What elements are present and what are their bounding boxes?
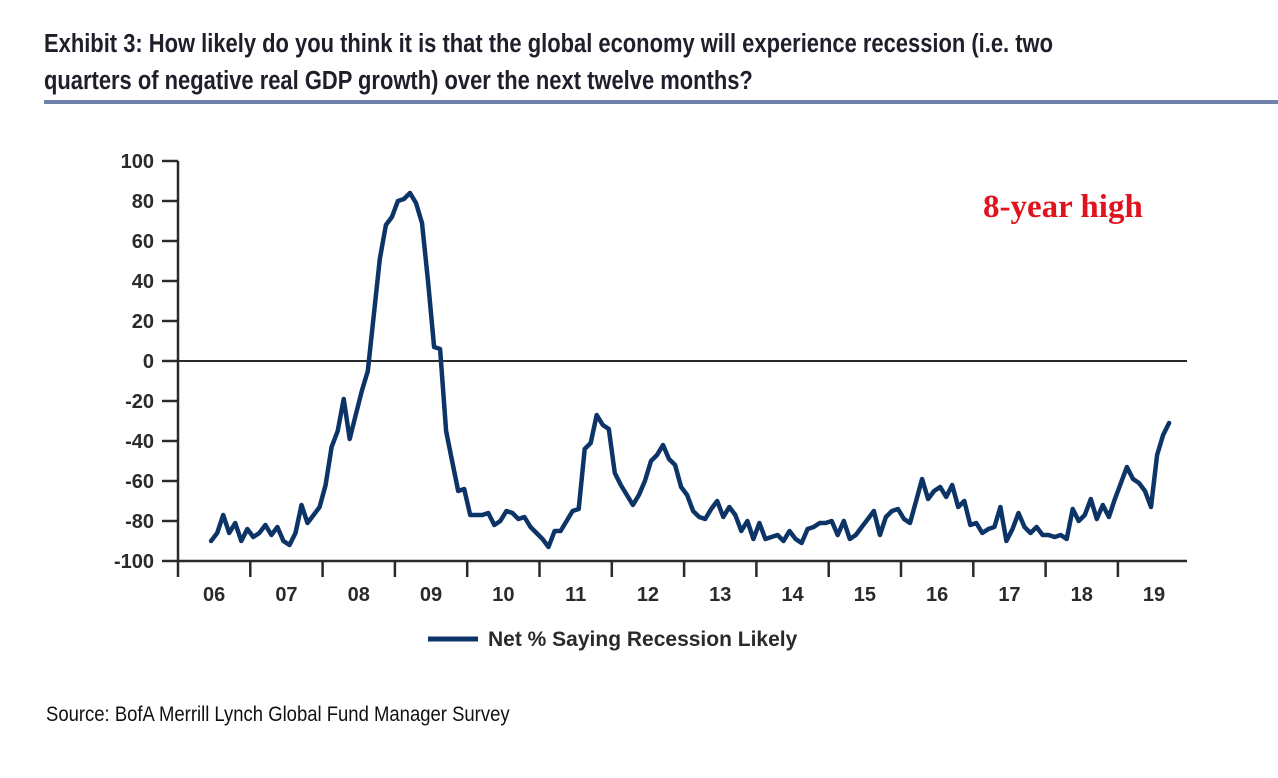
y-tick-label: 0 <box>143 351 154 373</box>
x-tick-label: 08 <box>348 584 370 606</box>
y-tick-label: 60 <box>132 231 154 253</box>
x-axis-ticks: 06 07 08 09 10 11 12 13 14 15 16 17 18 19 <box>203 561 1165 606</box>
x-tick-label: 17 <box>998 584 1020 606</box>
legend: Net % Saying Recession Likely <box>428 628 798 651</box>
y-tick-label: -20 <box>125 391 154 413</box>
data-points <box>211 193 1169 547</box>
y-tick-label: 40 <box>132 271 154 293</box>
x-tick-label: 19 <box>1143 584 1165 606</box>
title-divider <box>44 100 1278 104</box>
y-tick-label: 100 <box>121 151 154 173</box>
x-tick-label: 10 <box>492 584 514 606</box>
series-line-net-recession-likely <box>208 190 1172 550</box>
axes <box>176 161 1187 577</box>
y-tick-label: -100 <box>114 551 154 573</box>
x-tick-label: 07 <box>275 584 297 606</box>
x-tick-label: 14 <box>781 584 804 606</box>
x-tick-label: 13 <box>709 584 731 606</box>
source-note: Source: BofA Merrill Lynch Global Fund M… <box>46 703 510 726</box>
y-tick-label: -40 <box>125 431 154 453</box>
x-tick-label: 18 <box>1071 584 1093 606</box>
y-tick-label: -60 <box>125 471 154 493</box>
x-tick-label: 12 <box>637 584 659 606</box>
legend-label: Net % Saying Recession Likely <box>488 628 798 651</box>
chart-title: Exhibit 3: How likely do you think it is… <box>44 26 1102 100</box>
x-tick-label: 06 <box>203 584 225 606</box>
annotation-8-year-high: 8-year high <box>983 189 1143 225</box>
y-axis-ticks: 100 80 60 40 20 0 -20 -40 -60 -80 -100 <box>114 151 178 573</box>
x-tick-label: 09 <box>420 584 442 606</box>
x-tick-label: 11 <box>565 584 586 606</box>
chart-title-line-2: quarters of negative real GDP growth) ov… <box>44 67 753 95</box>
x-tick-label: 16 <box>926 584 948 606</box>
x-tick-label: 15 <box>854 584 876 606</box>
y-tick-label: 20 <box>132 311 154 333</box>
y-tick-label: -80 <box>125 511 154 533</box>
chart-title-line-1: Exhibit 3: How likely do you think it is… <box>44 30 1053 58</box>
y-tick-label: 80 <box>132 191 154 213</box>
